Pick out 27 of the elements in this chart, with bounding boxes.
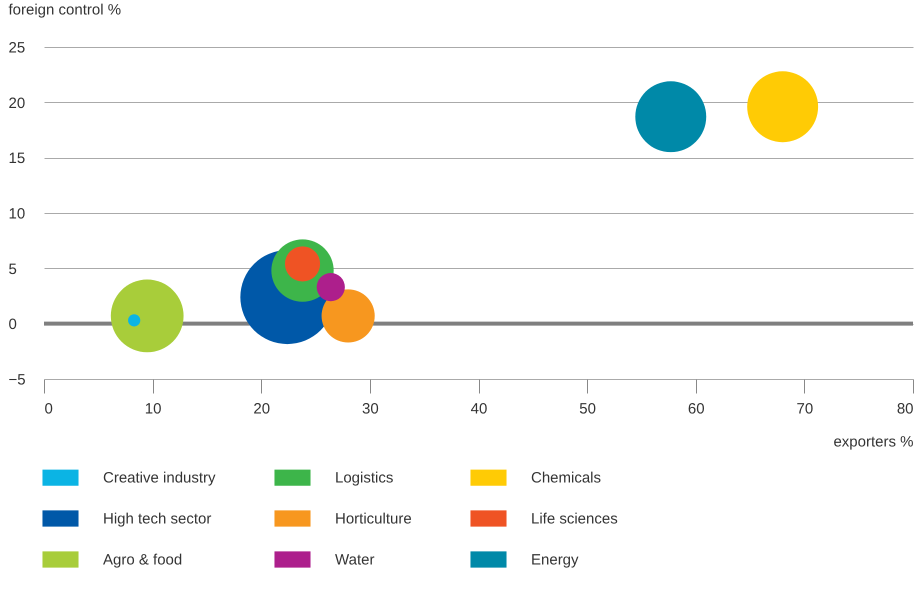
legend-label: High tech sector [103,510,212,528]
y-tick-label: 5 [8,260,17,278]
legend-label: Agro & food [103,552,182,568]
y-tick-label: 10 [8,206,26,222]
x-tick-label: 40 [470,400,488,418]
legend-label: Life sciences [531,510,618,528]
x-tick-label: 30 [362,400,379,418]
x-axis-title: exporters % [833,434,914,450]
x-tick-label: 70 [796,400,814,418]
y-tick-label: 15 [8,150,26,168]
x-tick-label: 50 [579,400,596,418]
y-tick-label: 25 [8,40,26,56]
x-tick-label: 80 [896,400,914,418]
x-tick-label: 60 [688,400,705,418]
y-tick-label: −5 [8,372,26,388]
y-tick-label: 20 [8,94,26,112]
legend-label: Horticulture [335,510,412,528]
x-tick-label: 20 [253,400,270,418]
legend-label: Logistics [335,470,394,487]
x-tick-label: 10 [144,400,162,418]
legend-label: Water [335,552,374,568]
legend-label: Energy [531,552,580,568]
x-tick-label: 0 [44,400,53,418]
legend-label: Chemicals [531,470,602,487]
y-axis-title: foreign control % [8,2,122,18]
legend-label: Creative industry [103,470,216,487]
y-tick-label: 0 [8,316,17,334]
